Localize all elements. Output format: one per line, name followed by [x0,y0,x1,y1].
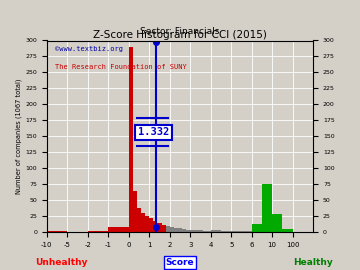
Bar [129,47,133,232]
Bar [252,224,262,232]
Bar [162,225,166,232]
Bar [166,226,170,232]
Text: The Research Foundation of SUNY: The Research Foundation of SUNY [55,63,186,69]
Bar [141,213,145,232]
Bar [88,231,108,232]
Bar [272,214,283,232]
Bar [283,229,293,232]
Bar [108,227,129,232]
Text: Healthy: Healthy [293,258,333,266]
Bar [190,230,194,232]
Text: Score: Score [166,258,194,266]
Bar [170,227,174,232]
Bar [174,228,178,232]
Bar [133,191,137,232]
Bar [47,231,67,232]
Bar [149,218,153,232]
Bar [153,221,157,232]
Bar [242,231,252,232]
Bar [194,230,198,232]
Bar [207,231,211,232]
Text: Sector: Financials: Sector: Financials [140,27,220,36]
Bar [186,230,190,232]
Bar [262,184,272,232]
Text: Unhealthy: Unhealthy [35,258,87,266]
Bar [221,231,231,232]
Bar [198,230,203,232]
Bar [178,228,182,232]
Bar [145,215,149,232]
Bar [157,222,162,232]
Bar [182,229,186,232]
Bar [231,231,242,232]
Bar [137,208,141,232]
Y-axis label: Number of companies (1067 total): Number of companies (1067 total) [16,79,22,194]
Title: Z-Score Histogram for CCI (2015): Z-Score Histogram for CCI (2015) [93,31,267,40]
Bar [203,231,207,232]
Bar [211,230,221,232]
Text: 1.332: 1.332 [138,127,169,137]
Text: ©www.textbiz.org: ©www.textbiz.org [55,46,123,52]
